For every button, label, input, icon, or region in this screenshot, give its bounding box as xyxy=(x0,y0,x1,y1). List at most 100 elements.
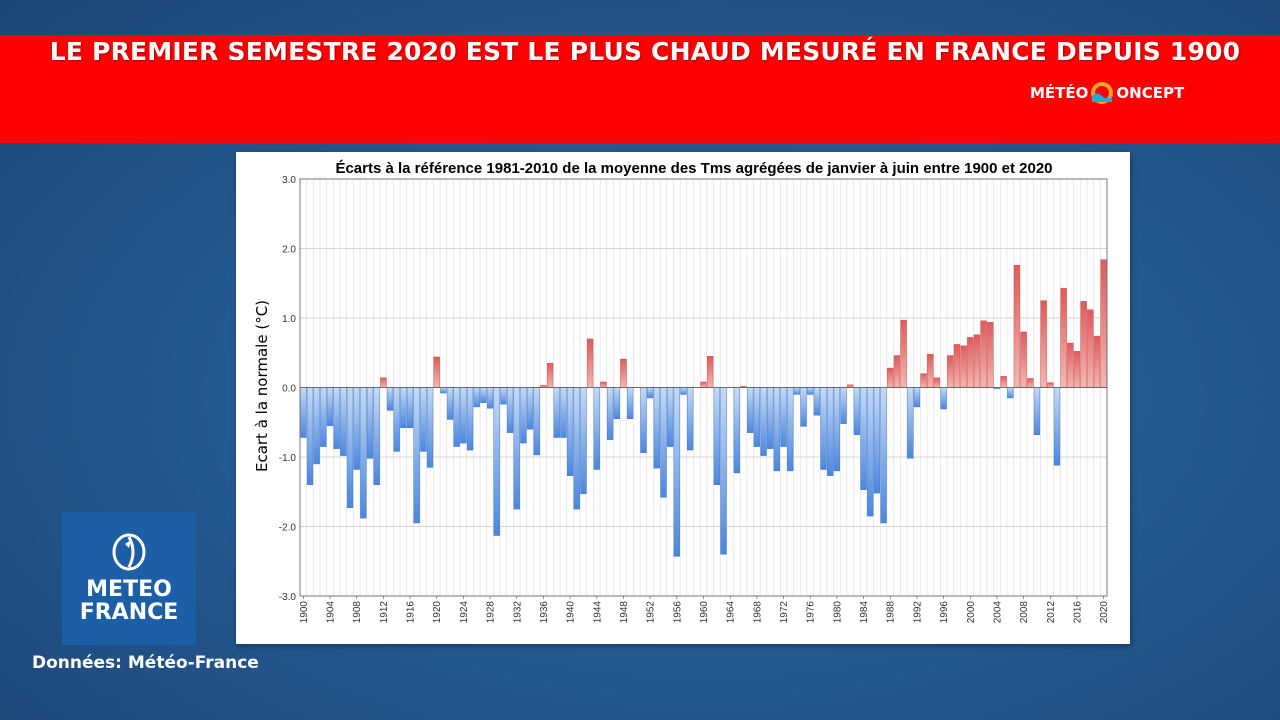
bar-1988 xyxy=(887,367,894,388)
y-tick-label: -1.0 xyxy=(279,453,297,464)
brand-right-text: ONCEPT xyxy=(1116,84,1185,102)
x-tick-label: 2008 xyxy=(1019,601,1030,624)
bar-1987 xyxy=(880,387,887,524)
x-tick-label: 1936 xyxy=(539,601,550,624)
bar-1933 xyxy=(520,387,527,444)
x-tick-label: 1948 xyxy=(619,601,630,624)
bar-1957 xyxy=(680,387,687,395)
bar-1906 xyxy=(340,387,347,456)
bar-1951 xyxy=(640,387,647,454)
bar-layer xyxy=(300,259,1107,557)
bar-1981 xyxy=(840,387,847,424)
bar-1927 xyxy=(480,387,487,403)
bar-1934 xyxy=(526,387,534,430)
bar-2007 xyxy=(1013,264,1021,388)
x-tick-label: 1944 xyxy=(592,601,603,624)
bar-1962 xyxy=(713,387,720,486)
bar-1963 xyxy=(720,387,727,555)
brand-left-text: MÉTÉO xyxy=(1030,84,1089,102)
bar-1954 xyxy=(660,387,667,498)
bar-1985 xyxy=(867,387,874,517)
bar-2002 xyxy=(980,320,987,388)
bar-2017 xyxy=(1080,301,1087,388)
bar-1909 xyxy=(360,387,367,519)
bar-1980 xyxy=(833,387,841,472)
y-axis-label: Ecart à la normale (°C) xyxy=(253,300,271,472)
bar-1944 xyxy=(593,387,600,470)
y-tick-label: 0.0 xyxy=(282,384,296,395)
bar-1942 xyxy=(580,387,587,495)
bar-1998 xyxy=(953,344,961,388)
bar-1971 xyxy=(773,387,780,472)
x-tick-label: 1988 xyxy=(886,601,897,624)
bar-1910 xyxy=(366,387,374,459)
x-tick-label: 1920 xyxy=(432,601,443,624)
bar-1932 xyxy=(513,387,520,510)
bar-2008 xyxy=(1020,331,1027,388)
bar-1978 xyxy=(820,387,827,470)
bar-1938 xyxy=(553,387,560,438)
bar-1976 xyxy=(807,387,814,395)
x-tick-label: 1904 xyxy=(326,601,337,624)
y-tick-label: 2.0 xyxy=(282,245,296,256)
bar-2011 xyxy=(1040,300,1047,388)
bar-1953 xyxy=(653,387,660,469)
bar-1908 xyxy=(353,387,360,470)
bar-1948 xyxy=(620,358,627,388)
bar-1943 xyxy=(586,338,594,388)
bar-1905 xyxy=(333,387,340,449)
bar-1924 xyxy=(460,387,467,444)
bar-1904 xyxy=(326,387,334,426)
bar-2003 xyxy=(987,321,994,388)
bar-1917 xyxy=(413,387,420,524)
bar-1918 xyxy=(420,387,427,452)
bar-1979 xyxy=(827,387,834,476)
bar-1994 xyxy=(927,353,934,388)
bar-2010 xyxy=(1033,387,1041,435)
bar-1920 xyxy=(433,356,440,388)
bar-1929 xyxy=(493,387,500,536)
bar-1952 xyxy=(647,387,654,399)
bar-1947 xyxy=(613,387,620,419)
bar-1992 xyxy=(913,387,921,408)
x-tick-label: 1992 xyxy=(912,601,923,624)
chart-title: Écarts à la référence 1981-2010 de la mo… xyxy=(335,160,1052,177)
bar-1991 xyxy=(907,387,914,459)
bar-1969 xyxy=(760,387,767,456)
bar-1941 xyxy=(573,387,580,510)
logo-line-1: METEO xyxy=(86,577,172,602)
chart-svg: Écarts à la référence 1981-2010 de la mo… xyxy=(253,160,1110,624)
bar-1903 xyxy=(320,387,327,447)
title-banner xyxy=(0,35,1280,143)
bar-1940 xyxy=(566,387,574,476)
bar-2013 xyxy=(1053,387,1061,466)
x-tick-label: 2016 xyxy=(1072,601,1083,624)
x-tick-label: 1984 xyxy=(859,601,870,624)
bar-1931 xyxy=(506,387,514,433)
x-tick-label: 1968 xyxy=(752,601,763,624)
logo-line-2: FRANCE xyxy=(79,600,179,625)
bar-1973 xyxy=(787,387,794,472)
bar-1960 xyxy=(700,381,707,388)
bar-1915 xyxy=(400,387,407,429)
meteo-france-logo: METEO FRANCE xyxy=(62,512,196,645)
bar-2019 xyxy=(1093,335,1101,388)
bar-1919 xyxy=(426,387,434,468)
meteo-france-emblem-icon xyxy=(112,533,146,571)
sun-wave-icon xyxy=(1091,82,1114,104)
x-tick-label: 1964 xyxy=(726,601,737,624)
x-tick-label: 2020 xyxy=(1099,601,1110,624)
bar-1923 xyxy=(453,387,460,447)
bar-1993 xyxy=(920,373,927,388)
bar-1921 xyxy=(440,387,447,394)
bar-1945 xyxy=(600,381,607,388)
bar-1955 xyxy=(667,387,674,447)
bar-1937 xyxy=(546,362,554,388)
bar-1925 xyxy=(466,387,474,451)
bar-2000 xyxy=(967,337,974,388)
bar-1990 xyxy=(900,319,907,388)
bar-2014 xyxy=(1060,287,1067,388)
bar-1977 xyxy=(813,387,821,416)
meteo-concept-brand: MÉTÉO ONCEPT xyxy=(1030,82,1184,104)
bar-1902 xyxy=(313,387,320,465)
